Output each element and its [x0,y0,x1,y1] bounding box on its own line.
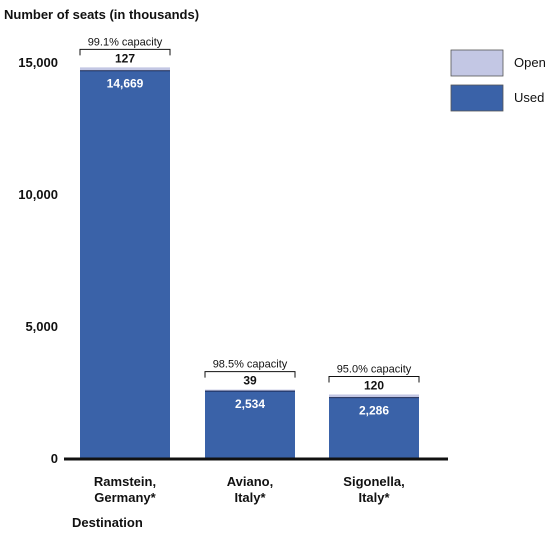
used-value-label: 2,534 [235,397,265,411]
bar-used [205,391,295,458]
y-tick-label: 5,000 [25,319,58,334]
y-axis-ticks: 0 5,000 10,000 15,000 [18,55,58,466]
bar-open [205,389,295,392]
x-category-label: Sigonella, [343,474,404,489]
x-category-label: Italy* [358,490,390,505]
x-category-label: Germany* [94,490,156,505]
x-category-label: Aviano, [227,474,273,489]
capacity-label: 95.0% capacity [337,363,412,375]
bar-open [329,394,419,398]
used-value-label: 2,286 [359,404,389,418]
x-axis-title: Destination [72,515,143,530]
open-value-label: 127 [115,51,135,65]
capacity-label: 98.5% capacity [213,359,288,371]
legend-label-used: Used [514,90,544,105]
open-value-label: 39 [243,374,257,388]
x-category-label: Italy* [234,490,266,505]
bar-used [329,397,419,458]
legend-label-open: Open [514,55,546,70]
x-category-label: Ramstein, [94,474,156,489]
capacity-bracket [328,375,420,383]
capacity-bracket [79,48,171,56]
y-axis-title: Number of seats (in thousands) [4,7,199,22]
bars: 14,669 127 99.1% capacity 2,534 39 98.5% capa… [79,36,420,458]
capacity-bracket [204,371,296,378]
legend-swatch-open [450,49,504,77]
legend-swatch-used [450,84,504,112]
used-value-label: 14,669 [107,77,144,91]
capacity-label: 99.1% capacity [88,36,163,48]
bar-used [80,70,170,458]
y-tick-label: 0 [51,451,58,466]
x-axis-categories: Ramstein,Germany*Aviano,Italy*Sigonella,… [94,474,405,505]
bar-open [80,67,170,71]
y-tick-label: 10,000 [18,187,58,202]
open-value-label: 120 [364,378,384,392]
y-tick-label: 15,000 [18,55,58,70]
legend: Open Used [450,49,546,112]
